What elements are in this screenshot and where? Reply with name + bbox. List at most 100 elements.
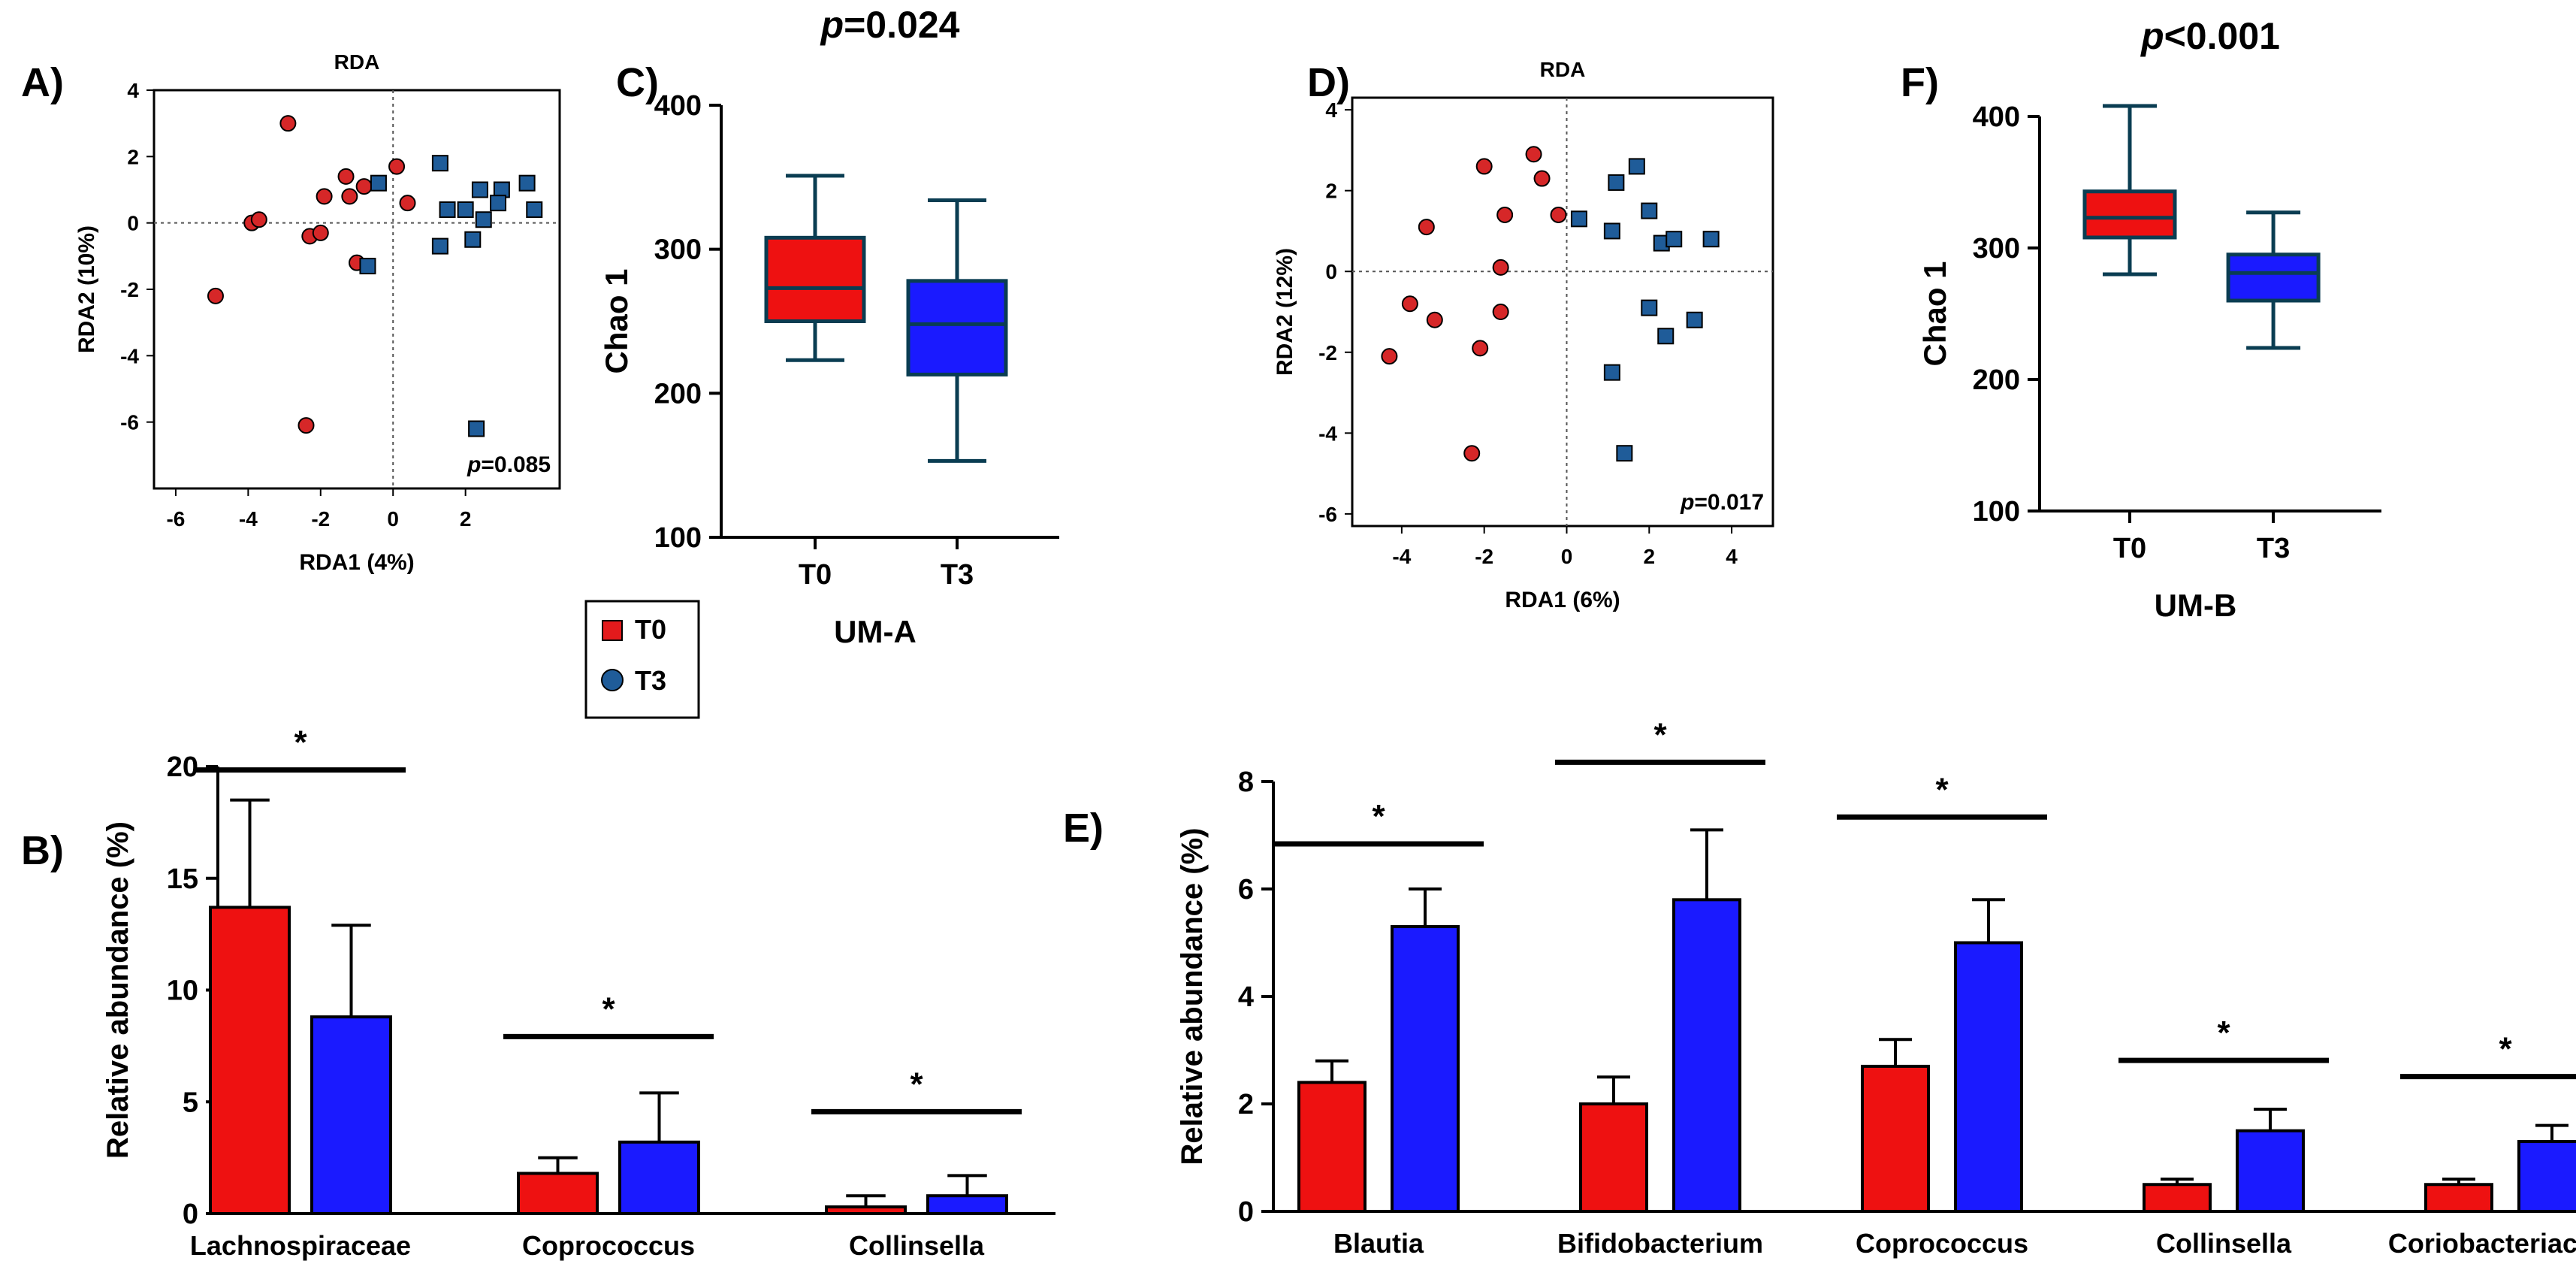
x-tick-label: Coriobacteriaceae [2388, 1228, 2576, 1259]
x-axis-label: UM-B [2155, 588, 2237, 623]
x-axis-label: RDA1 (4%) [299, 550, 414, 575]
y-tick-label: -4 [120, 344, 139, 367]
y-tick-label: 10 [167, 975, 198, 1007]
x-tick-label: -2 [1475, 545, 1493, 568]
panel-label-b: B) [21, 828, 64, 873]
y-tick-label: 2 [1325, 180, 1337, 203]
x-tick-label: -4 [1392, 545, 1411, 568]
y-tick-label: 400 [1973, 101, 2020, 133]
x-tick-label: Collinsella [2156, 1228, 2292, 1259]
p-value-number: =0.017 [1694, 490, 1764, 515]
y-tick-label: 0 [1238, 1196, 1254, 1228]
y-tick-label: 4 [1325, 98, 1337, 122]
data-point-t3 [1570, 210, 1587, 228]
panel-label-c: C) [616, 60, 659, 105]
data-point-t0 [1472, 340, 1489, 357]
x-tick-label: 0 [1561, 545, 1573, 568]
x-tick-label: -6 [166, 507, 185, 531]
y-tick-label: 200 [1973, 364, 2020, 396]
data-point-t3 [1686, 311, 1703, 328]
bar-t3-collinsella [926, 1194, 1008, 1215]
data-point-t3 [1628, 158, 1645, 175]
data-point-t3 [1641, 299, 1658, 316]
data-point-t3 [370, 174, 387, 192]
y-axis-label: Relative abundance (%) [101, 821, 134, 1159]
data-point-t0 [1475, 158, 1493, 175]
data-point-t3 [518, 174, 536, 192]
x-tick-label: Collinsella [849, 1230, 985, 1261]
chart-title: RDA [334, 50, 380, 74]
bar-t3-lachnospiraceae [310, 1015, 392, 1215]
y-tick-label: 0 [183, 1199, 198, 1230]
y-tick-label: 5 [183, 1087, 198, 1118]
data-point-t3 [1641, 202, 1658, 219]
y-tick-label: -2 [1318, 341, 1337, 364]
y-axis-label: RDA2 (10%) [74, 225, 99, 353]
bar-t0-collinsella [825, 1205, 907, 1215]
x-tick-label: T3 [2257, 533, 2290, 564]
data-point-t0 [388, 158, 406, 175]
legend-t0-label: T0 [635, 614, 666, 645]
legend-t3-swatch [601, 669, 624, 691]
title-value: <0.001 [2164, 15, 2280, 57]
y-tick-label: 20 [167, 751, 198, 783]
y-tick-label: -4 [1318, 422, 1337, 445]
bar-panel-e: 0 2 4 6 8 Relative abundance (%) * Blautia * Bifi… [1176, 716, 2576, 1259]
data-point-t3 [1608, 174, 1625, 191]
bar-t3-collinsella [2236, 1129, 2305, 1213]
boxplot-panel-f: 100 200 300 400 Chao 1 p<0.001 UM-B T0 T3 [1917, 15, 2381, 623]
p-value-annotation: p=0.085 [467, 452, 551, 477]
data-point-t3 [439, 201, 456, 218]
y-tick-label: 0 [127, 212, 139, 235]
y-tick-label: 4 [1238, 981, 1254, 1013]
data-point-t0 [279, 115, 297, 132]
x-tick-label: Bifidobacterium [1557, 1228, 1763, 1259]
panel-label-e: E) [1063, 806, 1104, 851]
x-tick-label: 2 [460, 507, 472, 531]
x-tick-label: T0 [799, 559, 832, 591]
bar-t0-lachnospiraceae [209, 906, 291, 1216]
bar-t0-coprococcus [517, 1172, 599, 1215]
chart-title: p<0.001 [2140, 15, 2280, 57]
panel-label-a: A) [21, 60, 64, 105]
data-point-t0 [1381, 348, 1398, 365]
data-point-t0 [1401, 295, 1418, 313]
data-point-t0 [312, 224, 329, 241]
x-tick-label: Coprococcus [1856, 1228, 2028, 1259]
bar-t3-coprococcus [618, 1140, 700, 1216]
data-point-t3 [359, 258, 376, 275]
y-axis-label: RDA2 (12%) [1273, 248, 1297, 376]
significance-marker: * [1653, 716, 1667, 753]
scatter-panel-d: -4 -2 0 2 4 4 2 0 -2 -4 -6 RDA RDA1 (6%) RDA2 (12%) p=… [1273, 58, 1774, 612]
legend: T0 T3 [584, 600, 700, 719]
data-point-t0 [399, 195, 416, 212]
x-tick-label: T3 [941, 559, 974, 591]
p-value-number: =0.085 [481, 452, 551, 477]
bar-t0-blautia [1297, 1081, 1367, 1214]
data-point-t0 [355, 178, 373, 195]
x-tick-label: T0 [2113, 533, 2146, 564]
data-point-t0 [1418, 219, 1435, 236]
data-point-t3 [1702, 231, 1720, 248]
y-tick-label: 300 [1973, 233, 2020, 265]
data-point-t0 [207, 287, 224, 304]
data-point-t3 [431, 237, 448, 255]
significance-marker: * [2217, 1014, 2230, 1051]
bar-t3-coprococcus [1954, 941, 2023, 1213]
x-tick-label: -2 [311, 507, 330, 531]
data-point-t3 [1603, 364, 1620, 381]
y-tick-label: 100 [1973, 496, 2020, 528]
bar-t0-coriobacteriaceae [2424, 1183, 2493, 1213]
box-t0 [2082, 189, 2177, 240]
data-point-t0 [1533, 170, 1551, 187]
y-tick-label: 100 [654, 522, 702, 554]
legend-t0-swatch [602, 620, 623, 641]
x-tick-label: 2 [1644, 545, 1656, 568]
scatter-panel-a: -6 -4 -2 0 2 4 2 0 -2 -4 -6 RDA RDA1 (4%) RDA2 (10%) p… [74, 50, 561, 575]
y-tick-label: 300 [654, 234, 702, 266]
box-t0 [764, 235, 866, 324]
x-tick-label: -4 [239, 507, 258, 531]
y-tick-label: 4 [127, 79, 139, 102]
data-point-t0 [1492, 259, 1509, 276]
